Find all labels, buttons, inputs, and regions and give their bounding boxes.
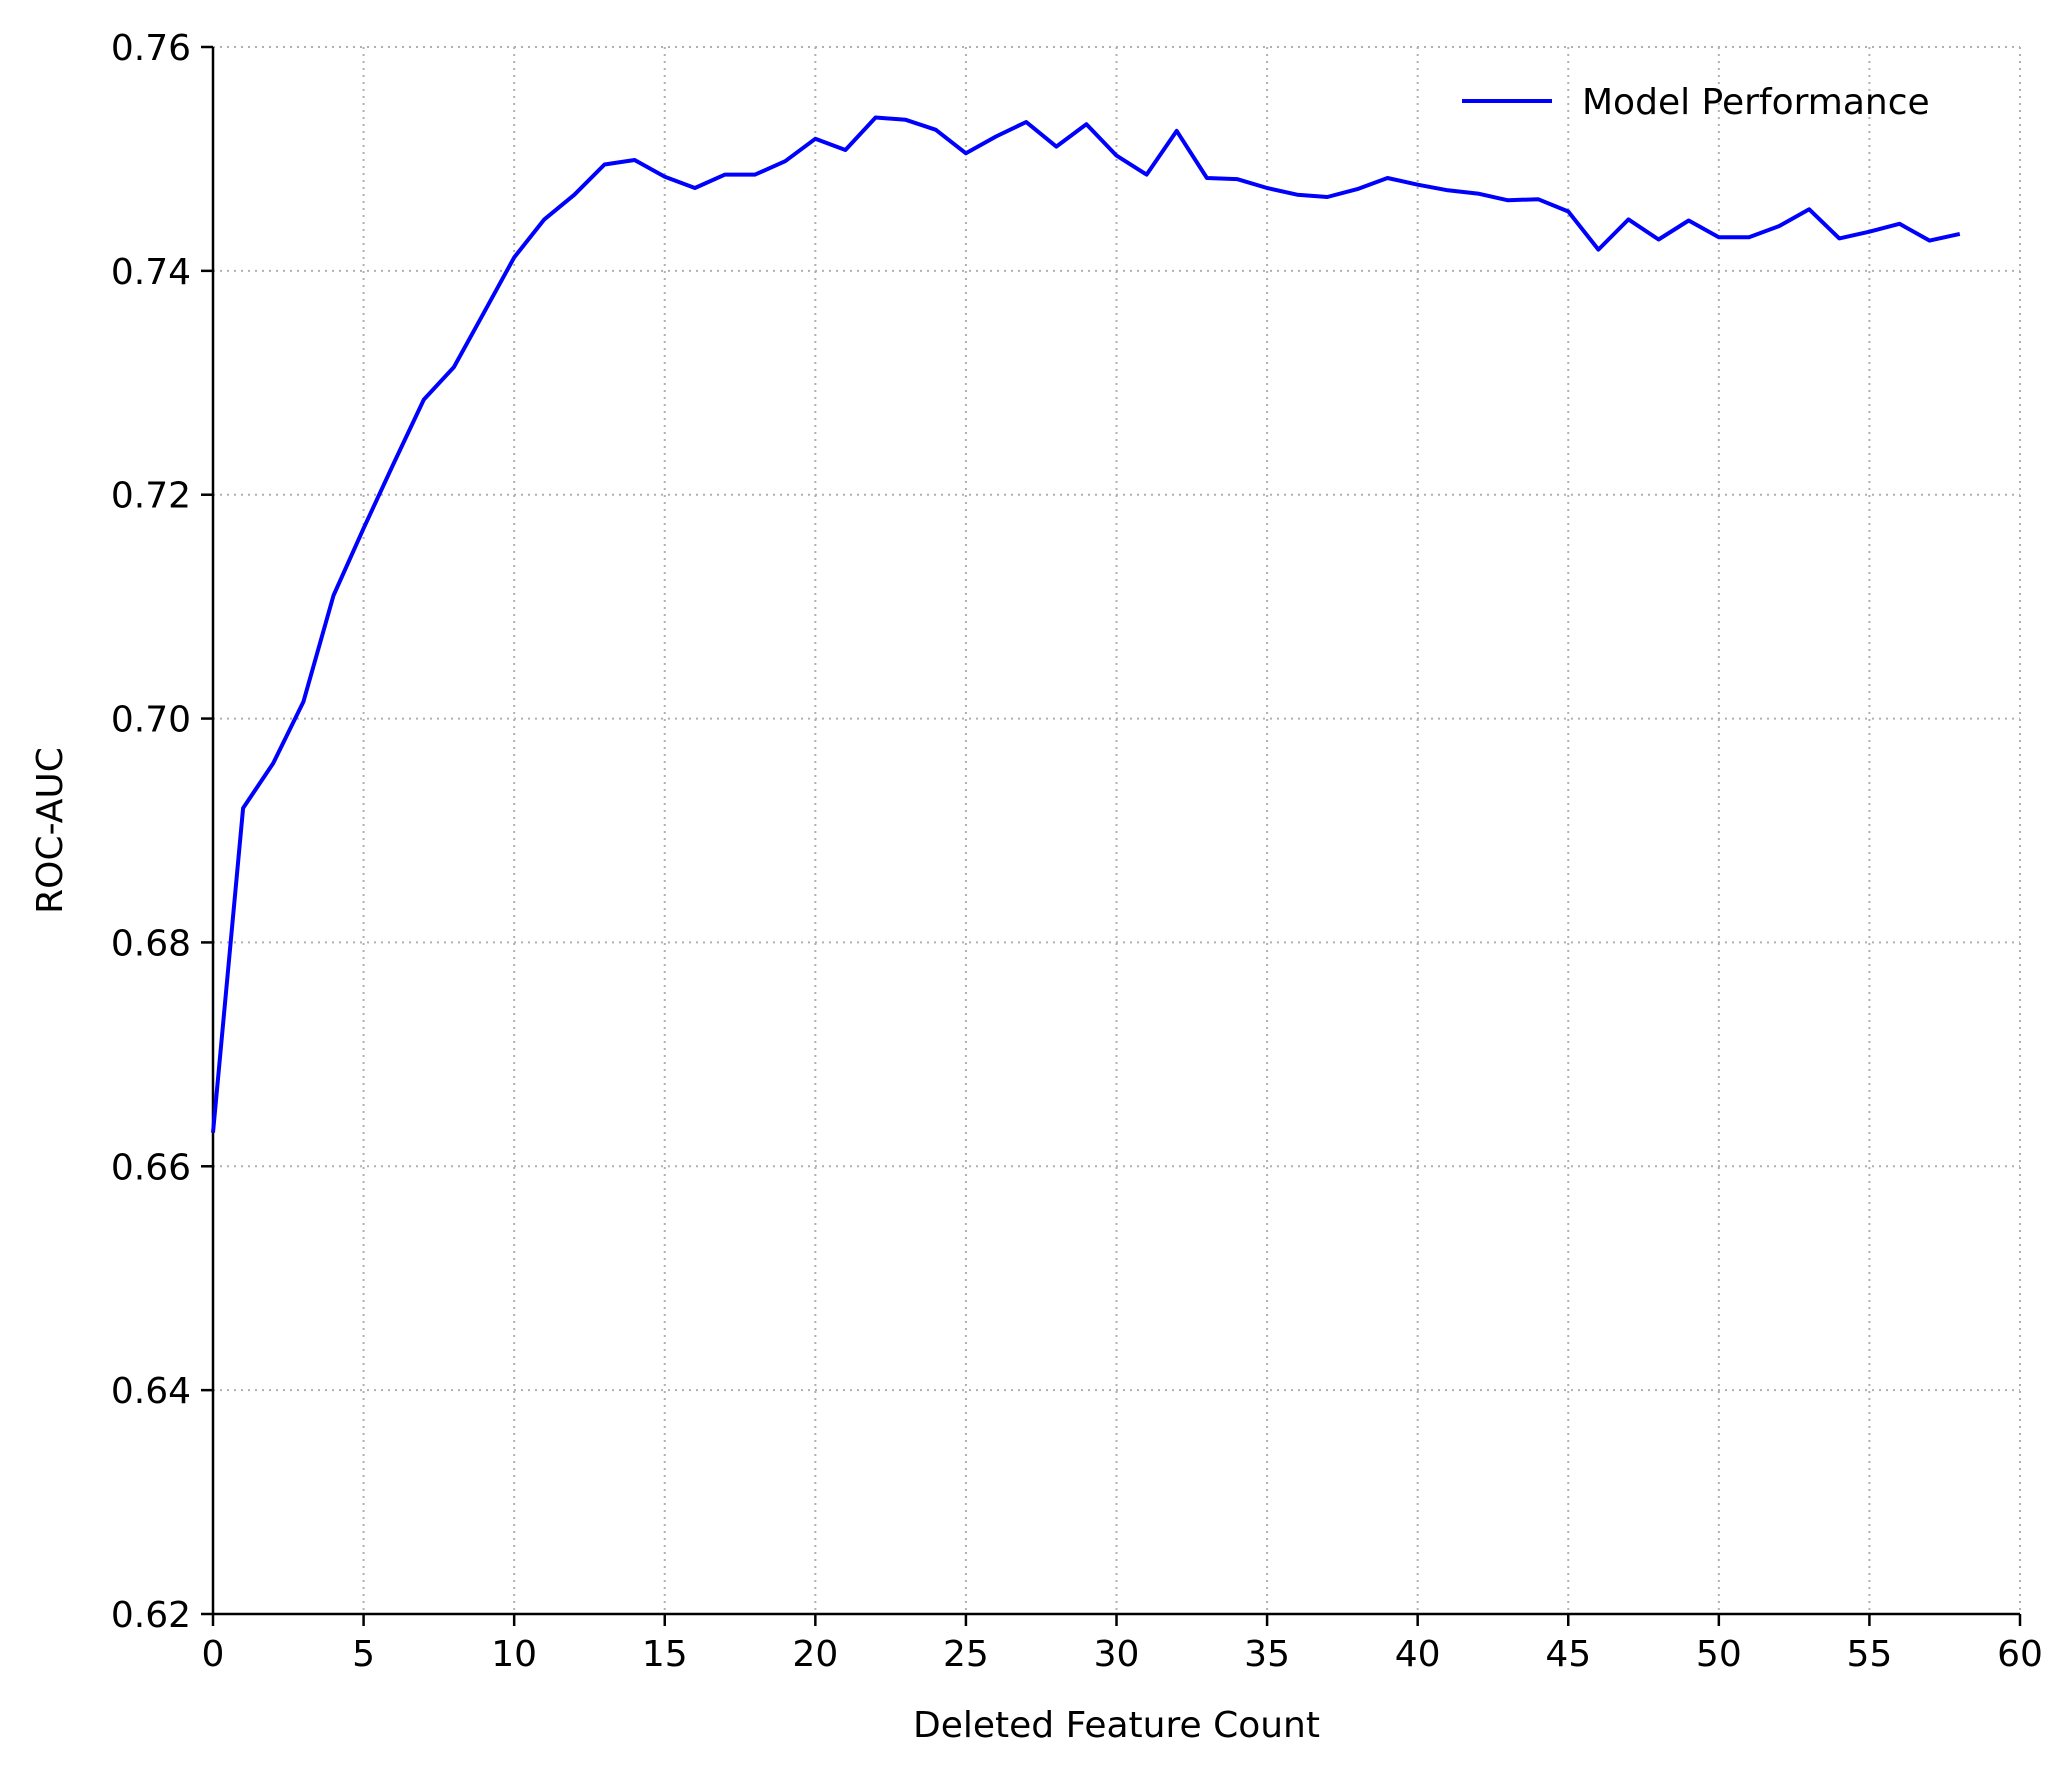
- y-tick-label: 0.74: [111, 252, 191, 293]
- x-tick-label: 25: [943, 1634, 989, 1675]
- legend-label: Model Performance: [1582, 82, 1930, 123]
- x-tick-label: 55: [1847, 1634, 1893, 1675]
- y-tick-label: 0.70: [111, 700, 191, 741]
- legend: Model Performance: [1462, 82, 1930, 123]
- x-axis-title: Deleted Feature Count: [913, 1705, 1320, 1746]
- series: [211, 115, 1961, 1133]
- x-tick-label: 15: [642, 1634, 688, 1675]
- x-tick-label: 40: [1395, 1634, 1441, 1675]
- x-tick-label: 45: [1545, 1634, 1591, 1675]
- y-tick-label: 0.76: [111, 28, 191, 69]
- x-tick-label: 60: [1997, 1634, 2043, 1675]
- x-tick-label: 50: [1696, 1634, 1742, 1675]
- x-tick-label: 5: [352, 1634, 375, 1675]
- x-tick-label: 35: [1244, 1634, 1290, 1675]
- y-tick-label: 0.72: [111, 476, 191, 517]
- ticks: 0 5 10 15 20 25 30 35 40 45 50 55 60 0.62 0.64 0.66 0.68…: [111, 28, 2043, 1675]
- series-line-model-performance: [211, 115, 1961, 1133]
- x-tick-label: 10: [491, 1634, 537, 1675]
- grid: [212, 46, 2021, 1615]
- x-tick-label: 20: [792, 1634, 838, 1675]
- y-tick-label: 0.66: [111, 1147, 191, 1188]
- x-tick-label: 0: [202, 1634, 225, 1675]
- y-tick-label: 0.62: [111, 1595, 191, 1636]
- x-tick-label: 30: [1094, 1634, 1140, 1675]
- y-tick-label: 0.68: [111, 923, 191, 964]
- y-axis-title: ROC-AUC: [30, 747, 71, 914]
- y-tick-label: 0.64: [111, 1371, 191, 1412]
